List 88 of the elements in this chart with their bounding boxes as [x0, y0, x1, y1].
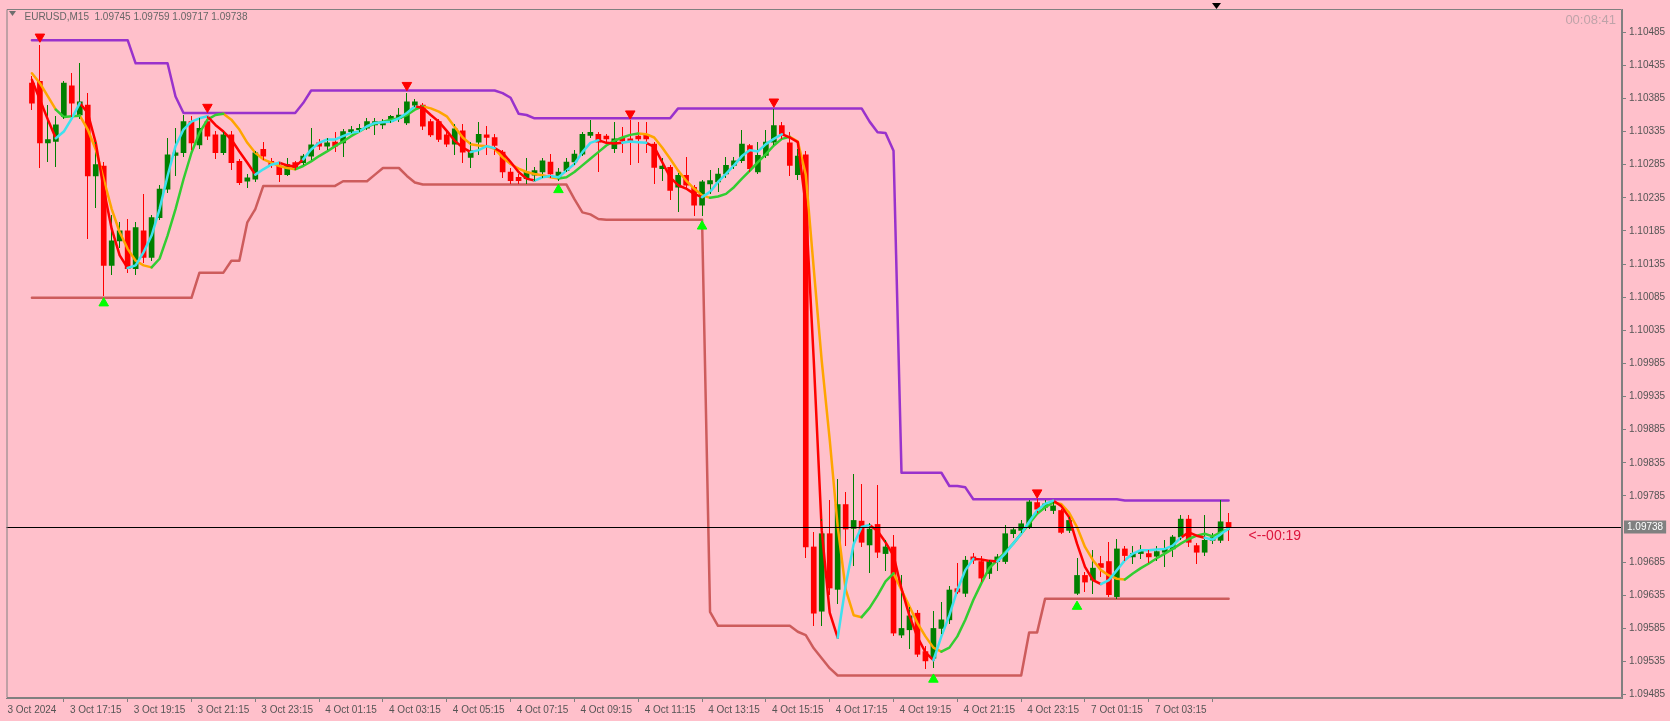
candlestick: [412, 99, 418, 107]
point: [1071, 600, 1083, 610]
candlestick: [435, 119, 442, 142]
candlestick: [786, 132, 793, 176]
y-tick-label: 1.09535: [1629, 655, 1666, 667]
candlestick: [1145, 550, 1152, 563]
x-tick-label: 4 Oct 23:15: [1027, 703, 1080, 715]
y-tick-label: 1.09885: [1629, 423, 1666, 435]
x-tick-label: 4 Oct 17:15: [835, 703, 888, 715]
y-tick-label: 1.09585: [1629, 622, 1666, 634]
y-tick-label: 1.09835: [1629, 456, 1666, 468]
candlestick: [539, 158, 546, 178]
candlestick: [348, 126, 354, 133]
candlestick: [45, 105, 51, 162]
candlestick: [475, 122, 482, 155]
x-tick-label: 3 Oct 21:15: [197, 703, 250, 715]
point: [401, 81, 413, 92]
candlestick: [443, 132, 450, 147]
y-tick-label: 1.10385: [1629, 92, 1666, 104]
y-tick-label: 1.10135: [1629, 257, 1666, 269]
point: [1031, 489, 1043, 499]
x-tick-label: 4 Oct 15:15: [771, 703, 825, 715]
y-tick-label: 1.10435: [1629, 59, 1666, 71]
candlestick: [1050, 502, 1056, 514]
x-tick-label: 3 Oct 23:15: [261, 703, 314, 715]
candlestick: [1082, 572, 1088, 592]
x-tick-label: 4 Oct 01:15: [325, 703, 378, 715]
x-tick-label: 4 Oct 09:15: [580, 703, 633, 715]
ref-line-label: 1.09738: [1627, 521, 1664, 533]
point: [34, 33, 46, 43]
candlestick: [826, 500, 833, 595]
point: [928, 673, 939, 683]
y-tick-label: 1.09685: [1629, 555, 1666, 567]
candlestick: [1201, 515, 1208, 556]
y-tick-label: 1.10335: [1629, 125, 1666, 137]
candlestick: [635, 122, 642, 163]
candlestick: [810, 532, 817, 626]
candlestick: [61, 82, 67, 117]
x-tick-label: 4 Oct 11:15: [644, 703, 697, 715]
candlestick: [491, 134, 498, 155]
x-tick-label: 3 Oct 2024: [7, 703, 57, 715]
point: [768, 98, 780, 108]
point: [98, 297, 109, 307]
y-tick-label: 1.10185: [1629, 224, 1666, 236]
y-tick-label: 1.09635: [1629, 589, 1666, 601]
y-tick-label: 1.09935: [1629, 390, 1666, 402]
point: [625, 110, 636, 120]
candlestick: [427, 119, 434, 137]
candlestick: [707, 170, 713, 194]
y-tick-label: 1.10085: [1629, 290, 1666, 302]
x-tick-label: 4 Oct 19:15: [899, 703, 952, 715]
candlestick: [651, 142, 658, 184]
candlestick: [802, 151, 809, 558]
x-tick-label: 4 Oct 07:15: [516, 703, 569, 715]
candlestick: [1058, 510, 1064, 533]
candlestick: [244, 174, 251, 188]
candlestick: [1122, 546, 1128, 561]
candlestick: [68, 73, 75, 117]
y-tick-label: 1.09785: [1629, 489, 1666, 501]
x-tick-label: 3 Oct 19:15: [133, 703, 186, 715]
chart-title: EURUSD,M15 1.09745 1.09759 1.09717 1.09738: [24, 10, 248, 22]
candlestick: [1074, 558, 1080, 595]
candlestick: [603, 134, 610, 143]
y-tick-label: 1.09485: [1629, 688, 1666, 700]
x-tick-label: 4 Oct 03:15: [389, 703, 442, 715]
point: [553, 183, 564, 194]
candlestick: [515, 174, 522, 184]
x-tick-label: 7 Oct 01:15: [1091, 703, 1144, 715]
text: 00:08:41: [1565, 11, 1616, 27]
candlestick: [587, 120, 594, 138]
candlestick: [1193, 543, 1200, 564]
y-tick-label: 1.10235: [1629, 191, 1666, 203]
y-tick-label: 1.10485: [1629, 25, 1666, 37]
candlestick: [938, 602, 945, 634]
y-tick-label: 1.09985: [1629, 357, 1666, 369]
point: [202, 103, 213, 114]
y-tick-label: 1.10285: [1629, 158, 1666, 170]
x-tick-label: 4 Oct 05:15: [452, 703, 505, 715]
candlestick: [108, 215, 115, 275]
x-tick-label: 4 Oct 13:15: [708, 703, 761, 715]
text: <--00:19: [1248, 526, 1302, 543]
x-tick-label: 7 Oct 03:15: [1154, 703, 1208, 715]
candlestick: [324, 138, 330, 150]
x-tick-label: 4 Oct 21:15: [963, 703, 1016, 715]
y-tick-label: 1.10035: [1629, 324, 1666, 336]
point: [696, 220, 708, 230]
candlestick: [260, 142, 267, 160]
x-tick-label: 3 Oct 17:15: [69, 703, 123, 715]
